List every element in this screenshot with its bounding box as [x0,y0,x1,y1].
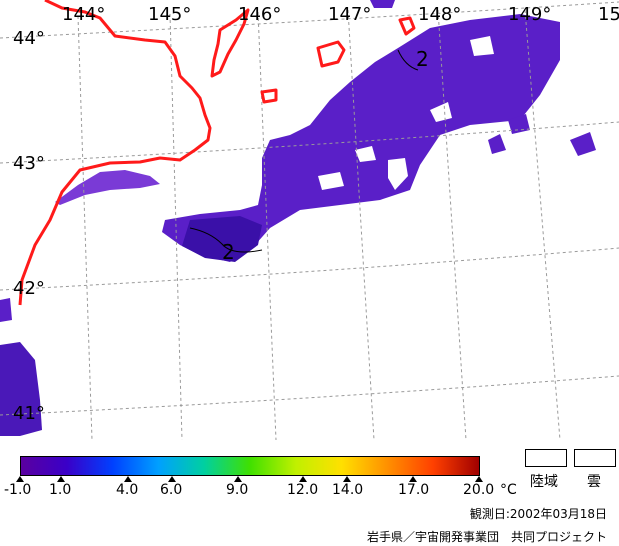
sst-patch-east [508,114,530,134]
sst-patch-south [182,216,262,262]
sst-patch-sw [0,342,42,436]
lon-label-147: 147° [328,4,372,25]
lat-label-44: 44° [13,28,45,49]
colorbar [20,456,480,476]
coastline [18,0,416,306]
scale-label: 14.0 [332,482,364,498]
lon-label-144: 144° [62,4,106,25]
land-swatch [525,449,567,467]
scale-label: -1.0 [4,482,32,498]
lat-label-42: 42° [13,278,45,299]
tick-mark [409,476,417,482]
scale-label: 4.0 [116,482,139,498]
sst-main-region [162,14,560,262]
tick-mark [343,476,351,482]
scale-label: 17.0 [398,482,430,498]
scale-label: 20.0 [463,482,495,498]
scale-label: 6.0 [160,482,183,498]
lon-label-149: 149° [508,4,552,25]
contour-label-south: 2 [222,240,235,264]
credit-line: 岩手県／宇宙開発事業団 共同プロジェクト [366,530,607,544]
lon-label-148: 148° [418,4,462,25]
lon-label-146: 146° [238,4,282,25]
tick-mark [168,476,176,482]
scale-label: 1.0 [49,482,72,498]
tick-mark [475,476,483,482]
tick-mark [57,476,65,482]
contour-label-north: 2 [416,47,429,71]
tick-mark [234,476,242,482]
cloud-label: 雲 [587,474,601,490]
sst-patch-w [0,298,12,322]
unit-label: °C [500,482,517,498]
scale-label: 12.0 [287,482,319,498]
cloud-holes [318,36,494,190]
sst-patch-top [370,0,395,8]
lon-label-150: 15 [598,4,619,25]
lat-label-41: 41° [13,403,45,424]
land-label: 陸域 [530,474,558,490]
sst-map [0,0,619,440]
cloud-swatch [574,449,616,467]
sst-patch-east3 [570,132,596,156]
lon-label-145: 145° [148,4,192,25]
scale-label: 9.0 [226,482,249,498]
tick-mark [124,476,132,482]
graticule [0,1,619,440]
observation-date: 観測日:2002年03月18日 [469,507,607,521]
sst-patch-east2 [488,134,506,154]
sst-patch-coast [55,170,160,205]
tick-mark [16,476,24,482]
sst-data [0,0,596,436]
tick-mark [299,476,307,482]
lat-label-43: 43° [13,153,45,174]
contours [189,49,419,253]
